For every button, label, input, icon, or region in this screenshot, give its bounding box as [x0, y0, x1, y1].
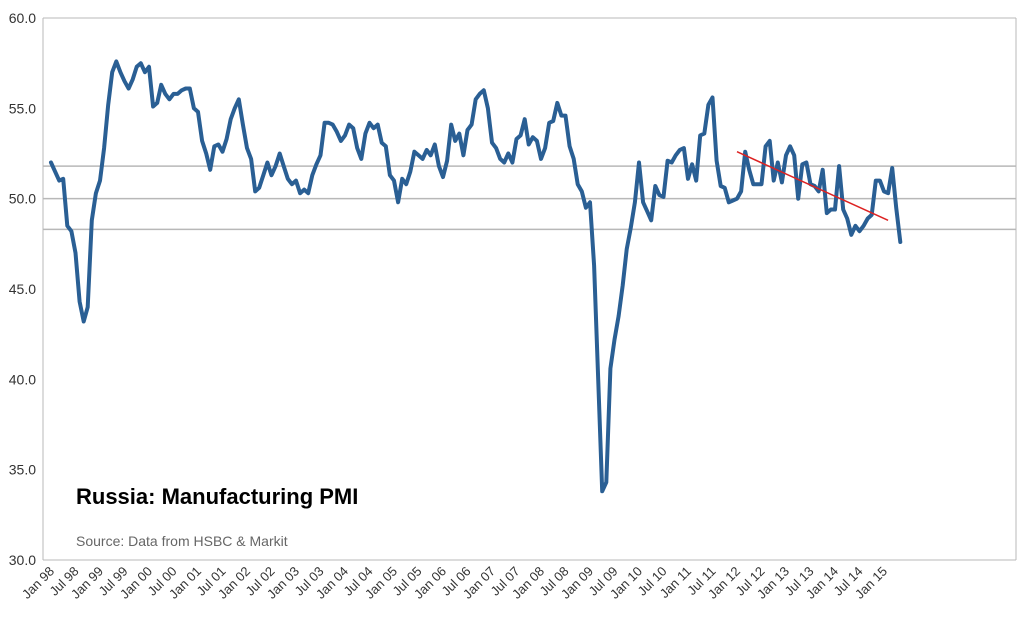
y-tick-label: 50.0 [9, 191, 36, 207]
y-tick-label: 30.0 [9, 552, 36, 568]
chart-title: Russia: Manufacturing PMI [76, 484, 358, 509]
y-tick-labels: 30.0 35.0 40.0 45.0 50.0 55.0 60.0 [9, 10, 36, 568]
y-tick-label: 40.0 [9, 371, 36, 387]
trend-line [736, 151, 889, 222]
y-tick-label: 60.0 [9, 10, 36, 26]
pmi-series-line [49, 59, 903, 494]
y-tick-label: 55.0 [9, 100, 36, 116]
y-tick-label: 45.0 [9, 281, 36, 297]
y-tick-label: 35.0 [9, 462, 36, 478]
chart-source: Source: Data from HSBC & Markit [76, 533, 288, 549]
